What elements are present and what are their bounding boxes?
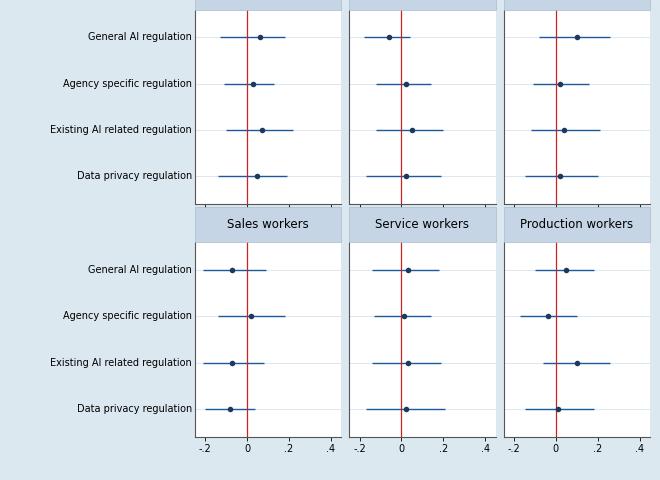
Text: Data privacy regulation: Data privacy regulation <box>77 404 192 414</box>
Text: Data privacy regulation: Data privacy regulation <box>77 171 192 181</box>
Text: Sales workers: Sales workers <box>227 218 309 231</box>
Text: Agency specific regulation: Agency specific regulation <box>63 79 192 89</box>
Text: Production workers: Production workers <box>520 218 634 231</box>
FancyBboxPatch shape <box>504 0 650 10</box>
FancyBboxPatch shape <box>504 207 650 242</box>
Text: Existing AI related regulation: Existing AI related regulation <box>50 125 192 135</box>
Text: Agency specific regulation: Agency specific regulation <box>63 312 192 322</box>
FancyBboxPatch shape <box>195 0 341 10</box>
FancyBboxPatch shape <box>349 0 496 10</box>
Text: Existing AI related regulation: Existing AI related regulation <box>50 358 192 368</box>
Text: General AI regulation: General AI regulation <box>88 32 192 42</box>
Text: General AI regulation: General AI regulation <box>88 265 192 275</box>
Text: Service workers: Service workers <box>376 218 469 231</box>
FancyBboxPatch shape <box>195 207 341 242</box>
FancyBboxPatch shape <box>349 207 496 242</box>
